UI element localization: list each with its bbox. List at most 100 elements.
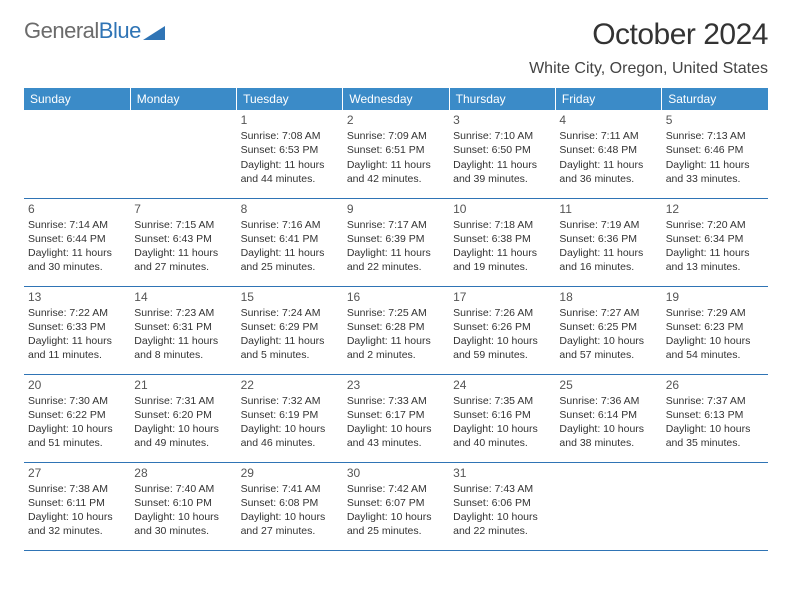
sunrise-text: Sunrise: 7:37 AM xyxy=(666,394,764,408)
sunrise-text: Sunrise: 7:32 AM xyxy=(241,394,339,408)
daylight-text: Daylight: 11 hours and 42 minutes. xyxy=(347,158,445,186)
daylight-text: Daylight: 11 hours and 8 minutes. xyxy=(134,334,232,362)
sunset-text: Sunset: 6:39 PM xyxy=(347,232,445,246)
sunrise-text: Sunrise: 7:13 AM xyxy=(666,129,764,143)
day-number: 19 xyxy=(666,289,764,305)
calendar-row: 1Sunrise: 7:08 AMSunset: 6:53 PMDaylight… xyxy=(24,110,768,198)
calendar-cell: 22Sunrise: 7:32 AMSunset: 6:19 PMDayligh… xyxy=(237,374,343,462)
sunrise-text: Sunrise: 7:22 AM xyxy=(28,306,126,320)
day-number: 17 xyxy=(453,289,551,305)
month-title: October 2024 xyxy=(529,18,768,52)
day-number: 11 xyxy=(559,201,657,217)
sunset-text: Sunset: 6:44 PM xyxy=(28,232,126,246)
calendar-cell: 26Sunrise: 7:37 AMSunset: 6:13 PMDayligh… xyxy=(662,374,768,462)
calendar-cell: 30Sunrise: 7:42 AMSunset: 6:07 PMDayligh… xyxy=(343,462,449,550)
day-number: 21 xyxy=(134,377,232,393)
calendar-cell: 29Sunrise: 7:41 AMSunset: 6:08 PMDayligh… xyxy=(237,462,343,550)
sunset-text: Sunset: 6:38 PM xyxy=(453,232,551,246)
calendar-cell-empty xyxy=(662,462,768,550)
daylight-text: Daylight: 11 hours and 2 minutes. xyxy=(347,334,445,362)
sunset-text: Sunset: 6:14 PM xyxy=(559,408,657,422)
sunset-text: Sunset: 6:19 PM xyxy=(241,408,339,422)
calendar-cell: 18Sunrise: 7:27 AMSunset: 6:25 PMDayligh… xyxy=(555,286,661,374)
weekday-header: Monday xyxy=(130,88,236,110)
calendar-cell: 17Sunrise: 7:26 AMSunset: 6:26 PMDayligh… xyxy=(449,286,555,374)
sunrise-text: Sunrise: 7:18 AM xyxy=(453,218,551,232)
calendar-row: 13Sunrise: 7:22 AMSunset: 6:33 PM Dayligh… xyxy=(24,286,768,374)
weekday-row: SundayMondayTuesdayWednesdayThursdayFrid… xyxy=(24,88,768,110)
sunset-text: Sunset: 6:34 PM xyxy=(666,232,764,246)
calendar-cell-empty xyxy=(555,462,661,550)
daylight-text: Daylight: 11 hours and 33 minutes. xyxy=(666,158,764,186)
daylight-text: Daylight: 10 hours and 59 minutes. xyxy=(453,334,551,362)
logo-triangle-icon xyxy=(143,24,165,40)
weekday-header: Thursday xyxy=(449,88,555,110)
sunset-text: Sunset: 6:25 PM xyxy=(559,320,657,334)
sunrise-text: Sunrise: 7:09 AM xyxy=(347,129,445,143)
calendar-cell: 19Sunrise: 7:29 AMSunset: 6:23 PMDayligh… xyxy=(662,286,768,374)
sunrise-text: Sunrise: 7:29 AM xyxy=(666,306,764,320)
sunset-text: Sunset: 6:43 PM xyxy=(134,232,232,246)
daylight-text: Daylight: 11 hours and 5 minutes. xyxy=(241,334,339,362)
daylight-text: Daylight: 10 hours and 40 minutes. xyxy=(453,422,551,450)
sunrise-text: Sunrise: 7:42 AM xyxy=(347,482,445,496)
day-number: 18 xyxy=(559,289,657,305)
sunset-text: Sunset: 6:23 PM xyxy=(666,320,764,334)
calendar-cell: 23Sunrise: 7:33 AMSunset: 6:17 PMDayligh… xyxy=(343,374,449,462)
day-number: 9 xyxy=(347,201,445,217)
day-number: 23 xyxy=(347,377,445,393)
logo-text-gray: General xyxy=(24,18,99,44)
day-number: 27 xyxy=(28,465,126,481)
sunset-text: Sunset: 6:07 PM xyxy=(347,496,445,510)
logo-text-blue: Blue xyxy=(99,18,141,44)
sunset-text: Sunset: 6:51 PM xyxy=(347,143,445,157)
day-number: 31 xyxy=(453,465,551,481)
sunrise-text: Sunrise: 7:40 AM xyxy=(134,482,232,496)
calendar-cell: 21Sunrise: 7:31 AMSunset: 6:20 PMDayligh… xyxy=(130,374,236,462)
calendar-cell: 28Sunrise: 7:40 AMSunset: 6:10 PMDayligh… xyxy=(130,462,236,550)
daylight-text: Daylight: 10 hours and 46 minutes. xyxy=(241,422,339,450)
day-number: 13 xyxy=(28,289,126,305)
day-number: 7 xyxy=(134,201,232,217)
sunset-text: Sunset: 6:26 PM xyxy=(453,320,551,334)
sunset-text: Sunset: 6:13 PM xyxy=(666,408,764,422)
calendar-cell: 25Sunrise: 7:36 AMSunset: 6:14 PMDayligh… xyxy=(555,374,661,462)
daylight-text: Daylight: 10 hours and 30 minutes. xyxy=(134,510,232,538)
sunset-text: Sunset: 6:22 PM xyxy=(28,408,126,422)
daylight-text: Daylight: 11 hours and 44 minutes. xyxy=(241,158,339,186)
sunrise-text: Sunrise: 7:35 AM xyxy=(453,394,551,408)
sunrise-text: Sunrise: 7:33 AM xyxy=(347,394,445,408)
calendar-cell: 7Sunrise: 7:15 AMSunset: 6:43 PMDaylight… xyxy=(130,198,236,286)
calendar-cell: 31Sunrise: 7:43 AMSunset: 6:06 PMDayligh… xyxy=(449,462,555,550)
daylight-text: Daylight: 10 hours and 49 minutes. xyxy=(134,422,232,450)
sunset-text: Sunset: 6:17 PM xyxy=(347,408,445,422)
sunset-text: Sunset: 6:53 PM xyxy=(241,143,339,157)
page: GeneralBlue October 2024 White City, Ore… xyxy=(0,0,792,551)
calendar-row: 27Sunrise: 7:38 AMSunset: 6:11 PMDayligh… xyxy=(24,462,768,550)
sunrise-text: Sunrise: 7:15 AM xyxy=(134,218,232,232)
calendar-table: SundayMondayTuesdayWednesdayThursdayFrid… xyxy=(24,88,768,551)
sunrise-text: Sunrise: 7:19 AM xyxy=(559,218,657,232)
day-number: 26 xyxy=(666,377,764,393)
sunrise-text: Sunrise: 7:27 AM xyxy=(559,306,657,320)
calendar-cell-empty xyxy=(130,110,236,198)
day-number: 15 xyxy=(241,289,339,305)
sunset-text: Sunset: 6:33 PM xyxy=(28,320,126,334)
weekday-header: Sunday xyxy=(24,88,130,110)
sunrise-text: Sunrise: 7:30 AM xyxy=(28,394,126,408)
daylight-text: Daylight: 11 hours and 16 minutes. xyxy=(559,246,657,274)
sunset-text: Sunset: 6:06 PM xyxy=(453,496,551,510)
sunrise-text: Sunrise: 7:17 AM xyxy=(347,218,445,232)
sunrise-text: Sunrise: 7:31 AM xyxy=(134,394,232,408)
day-number: 25 xyxy=(559,377,657,393)
sunset-text: Sunset: 6:46 PM xyxy=(666,143,764,157)
daylight-text: Daylight: 11 hours and 19 minutes. xyxy=(453,246,551,274)
sunset-text: Sunset: 6:50 PM xyxy=(453,143,551,157)
sunrise-text: Sunrise: 7:23 AM xyxy=(134,306,232,320)
sunset-text: Sunset: 6:29 PM xyxy=(241,320,339,334)
day-number: 24 xyxy=(453,377,551,393)
sunrise-text: Sunrise: 7:08 AM xyxy=(241,129,339,143)
sunset-text: Sunset: 6:36 PM xyxy=(559,232,657,246)
day-number: 16 xyxy=(347,289,445,305)
logo: GeneralBlue xyxy=(24,18,165,44)
